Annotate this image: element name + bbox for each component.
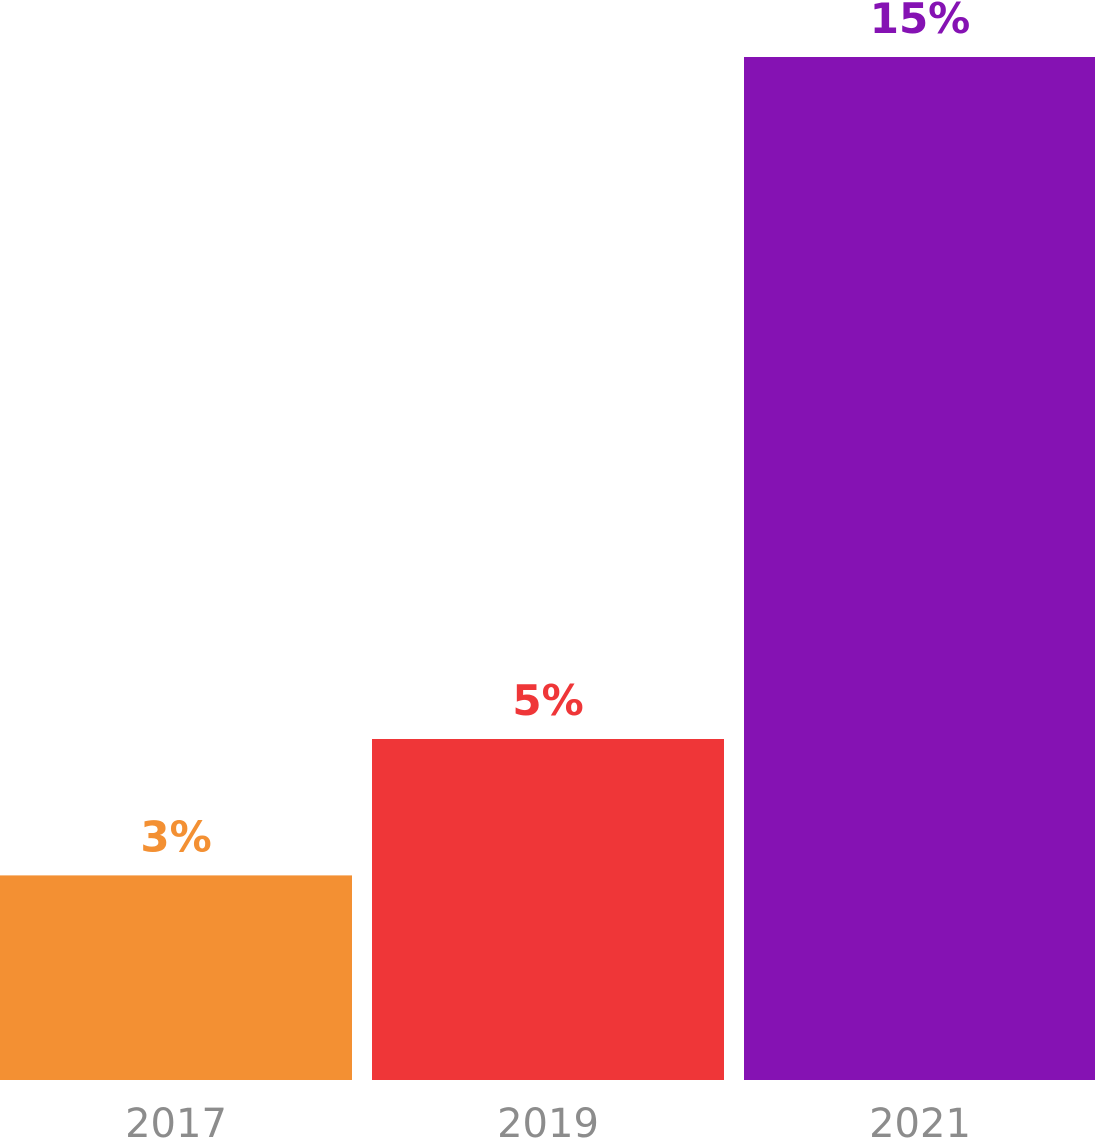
- bar-2017: [0, 875, 352, 1080]
- category-label-2019: 2019: [497, 1101, 599, 1140]
- bar-2019: [372, 739, 724, 1080]
- bar-2021: [744, 57, 1095, 1080]
- value-labels-group: 3% 5% 15%: [140, 0, 970, 861]
- value-label-2021: 15%: [870, 0, 971, 43]
- category-labels-group: 2017 2019 2021: [125, 1101, 971, 1140]
- category-label-2021: 2021: [869, 1101, 971, 1140]
- category-label-2017: 2017: [125, 1101, 227, 1140]
- value-label-2019: 5%: [512, 676, 583, 725]
- bars-group: [0, 57, 1095, 1080]
- value-label-2017: 3%: [140, 812, 211, 861]
